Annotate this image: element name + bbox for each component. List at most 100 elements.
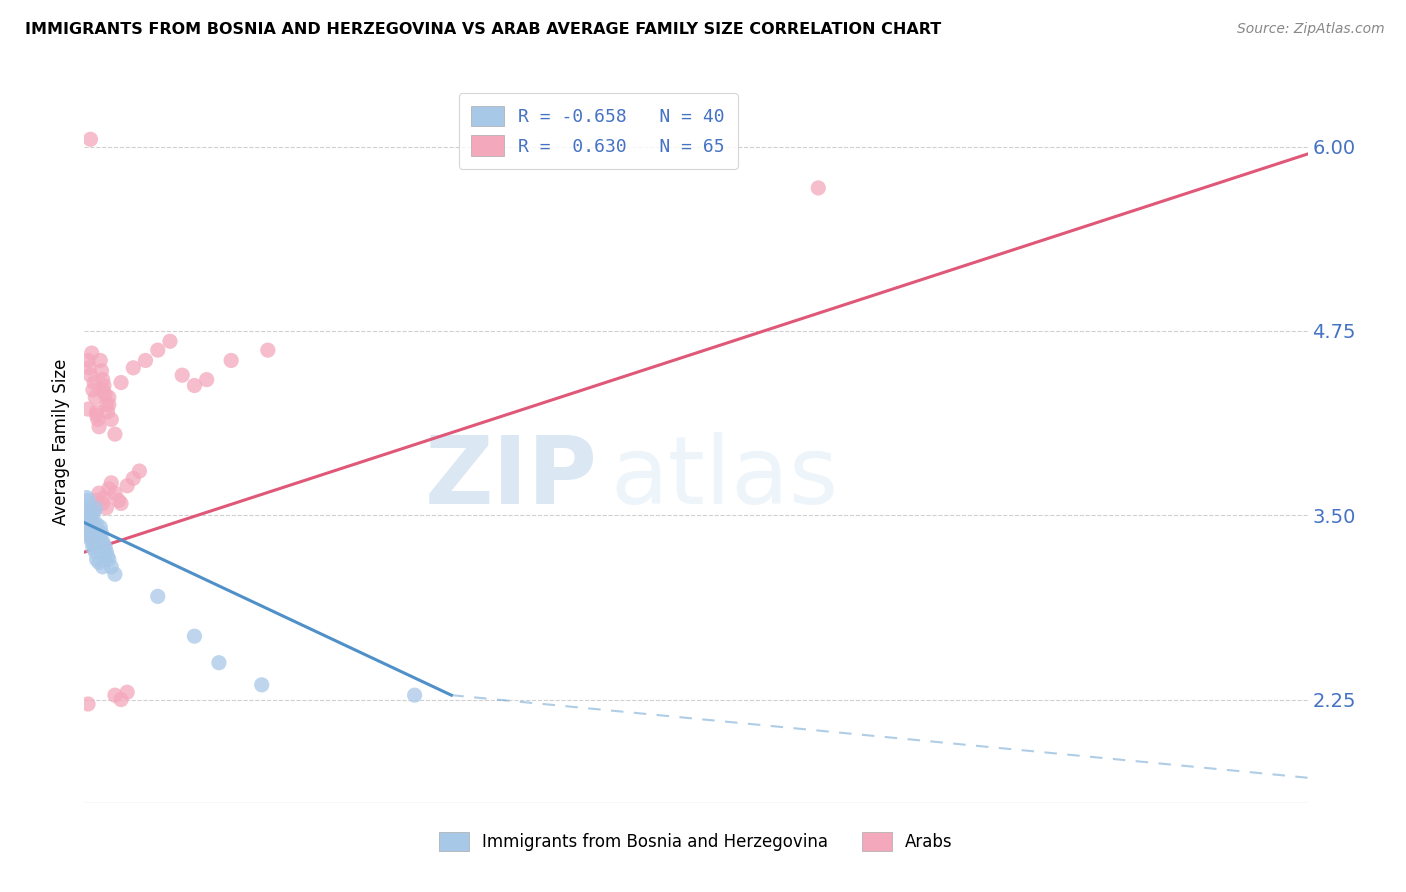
Text: Source: ZipAtlas.com: Source: ZipAtlas.com [1237, 22, 1385, 37]
Point [146, 343, 169, 358]
Point [77, 500, 100, 515]
Point [115, 685, 138, 699]
Point [104, 486, 127, 500]
Point [79, 511, 101, 525]
Point [250, 678, 273, 692]
Point [77, 516, 100, 530]
Point [86, 408, 108, 422]
Point [115, 479, 138, 493]
Point [91, 383, 114, 397]
Point [79, 523, 101, 537]
Point [77, 500, 100, 515]
Legend: Immigrants from Bosnia and Herzegovina, Arabs: Immigrants from Bosnia and Herzegovina, … [430, 823, 962, 860]
Point [96, 500, 118, 515]
Point [93, 538, 115, 552]
Point [79, 511, 101, 525]
Point [77, 523, 100, 537]
Point [77, 360, 100, 375]
Point [97, 482, 120, 496]
Point [84, 545, 107, 559]
Point [82, 516, 104, 530]
Point [82, 541, 104, 555]
Point [110, 692, 132, 706]
Point [77, 508, 100, 523]
Point [77, 516, 100, 530]
Point [83, 376, 105, 390]
Point [97, 405, 120, 419]
Point [87, 486, 110, 500]
Y-axis label: Average Family Size: Average Family Size [52, 359, 70, 524]
Point [76, 491, 98, 505]
Point [86, 405, 108, 419]
Point [100, 475, 122, 490]
Point [86, 552, 108, 566]
Point [87, 525, 110, 540]
Point [80, 525, 103, 540]
Point [84, 500, 107, 515]
Point [89, 520, 111, 534]
Point [91, 560, 114, 574]
Text: atlas: atlas [610, 432, 838, 524]
Point [183, 378, 205, 392]
Point [91, 373, 114, 387]
Point [89, 353, 111, 368]
Point [77, 525, 100, 540]
Point [97, 549, 120, 564]
Point [79, 368, 101, 383]
Point [77, 520, 100, 534]
Point [93, 378, 115, 392]
Point [90, 525, 112, 540]
Point [104, 688, 127, 702]
Point [83, 538, 105, 552]
Point [172, 368, 194, 383]
Point [82, 516, 104, 530]
Point [83, 520, 105, 534]
Point [91, 496, 114, 510]
Text: ZIP: ZIP [425, 432, 598, 524]
Point [80, 530, 103, 544]
Point [87, 530, 110, 544]
Point [96, 398, 118, 412]
Point [110, 376, 132, 390]
Point [77, 402, 100, 417]
Point [128, 464, 150, 478]
Point [79, 132, 101, 146]
Point [79, 520, 101, 534]
Point [80, 505, 103, 519]
Point [96, 545, 118, 559]
Point [77, 353, 100, 368]
Point [183, 629, 205, 643]
Point [104, 427, 127, 442]
Point [219, 353, 242, 368]
Point [79, 530, 101, 544]
Point [91, 534, 114, 549]
Point [90, 364, 112, 378]
Point [208, 656, 231, 670]
Point [195, 373, 218, 387]
Point [104, 567, 127, 582]
Point [84, 390, 107, 404]
Point [97, 390, 120, 404]
Point [80, 508, 103, 523]
Point [80, 534, 103, 549]
Point [257, 343, 280, 358]
Point [100, 560, 122, 574]
Point [87, 412, 110, 426]
Point [86, 493, 108, 508]
Point [122, 360, 145, 375]
Point [80, 346, 103, 360]
Point [82, 383, 104, 397]
Point [97, 398, 120, 412]
Point [100, 412, 122, 426]
Point [84, 500, 107, 515]
Text: IMMIGRANTS FROM BOSNIA AND HERZEGOVINA VS ARAB AVERAGE FAMILY SIZE CORRELATION C: IMMIGRANTS FROM BOSNIA AND HERZEGOVINA V… [25, 22, 942, 37]
Point [93, 491, 115, 505]
Point [404, 688, 426, 702]
Point [97, 552, 120, 566]
Point [86, 517, 108, 532]
Point [110, 496, 132, 510]
Point [83, 505, 105, 519]
Point [87, 419, 110, 434]
Point [107, 493, 129, 508]
Point [146, 590, 169, 604]
